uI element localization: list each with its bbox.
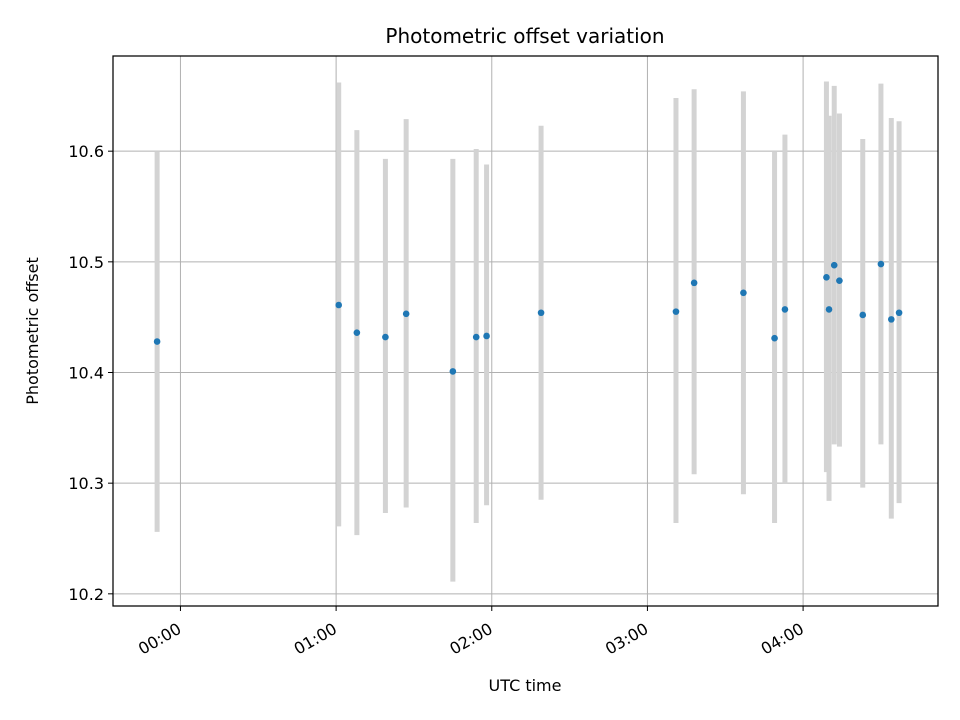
chart-title: Photometric offset variation — [385, 24, 664, 48]
data-point — [483, 332, 490, 340]
plot-frame — [112, 55, 939, 607]
y-tick-label: 10.3 — [68, 474, 104, 493]
y-tick-label: 10.4 — [68, 363, 104, 382]
grid — [113, 56, 938, 606]
data-point — [825, 306, 833, 313]
data-point — [537, 309, 545, 317]
data-point — [449, 368, 457, 375]
data-point — [877, 260, 885, 268]
data-point — [690, 279, 698, 287]
data-point — [836, 277, 843, 284]
y-tick-label: 10.2 — [68, 585, 104, 604]
data-point — [771, 334, 778, 342]
data-point — [153, 338, 161, 345]
data-point — [472, 333, 480, 341]
data-point — [781, 306, 789, 313]
data-point — [353, 329, 361, 336]
data-points — [153, 260, 903, 375]
data-point — [830, 261, 838, 269]
data-point — [335, 301, 343, 309]
data-point — [895, 309, 903, 317]
data-point — [888, 316, 895, 323]
data-point — [823, 274, 830, 281]
x-axis-label: UTC time — [489, 676, 562, 695]
y-axis-label: Photometric offset — [23, 257, 42, 405]
data-point — [382, 333, 389, 341]
data-point — [672, 308, 680, 315]
data-point — [740, 289, 747, 297]
y-axis-ticks: 10.2 10.3 10.4 10.5 10.6 — [68, 142, 113, 604]
y-tick-label: 10.5 — [68, 253, 104, 272]
y-tick-label: 10.6 — [68, 142, 104, 161]
data-point — [859, 311, 867, 319]
data-point — [402, 310, 410, 318]
